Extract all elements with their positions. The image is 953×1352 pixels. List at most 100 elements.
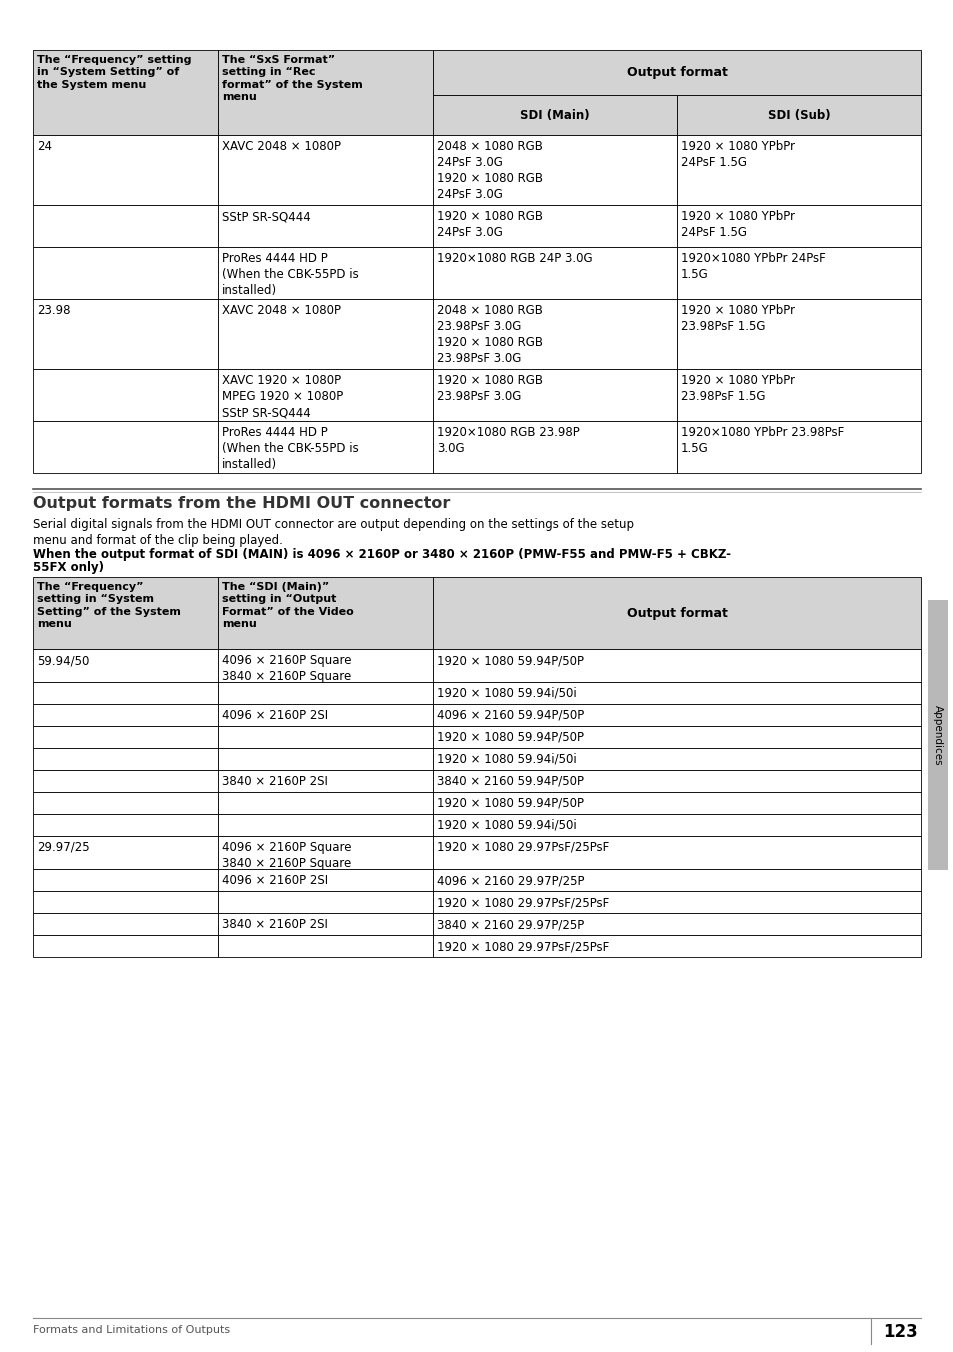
Text: The “Frequency”
setting in “System
Setting” of the System
menu: The “Frequency” setting in “System Setti… <box>37 581 181 629</box>
Bar <box>218 420 433 473</box>
Text: Output format: Output format <box>626 607 727 619</box>
Text: 3840 × 2160 59.94P/50P: 3840 × 2160 59.94P/50P <box>436 775 583 788</box>
Text: XAVC 2048 × 1080P: XAVC 2048 × 1080P <box>222 304 340 316</box>
Bar <box>33 206 218 247</box>
Bar <box>33 936 218 957</box>
Text: Appendices: Appendices <box>932 704 942 765</box>
Bar <box>218 936 433 957</box>
Bar <box>433 869 920 891</box>
Text: The “SDI (Main)”
setting in “Output
Format” of the Video
menu: The “SDI (Main)” setting in “Output Form… <box>222 581 354 629</box>
Text: 1920 × 1080 59.94P/50P: 1920 × 1080 59.94P/50P <box>436 796 583 810</box>
Text: 1920 × 1080 29.97PsF/25PsF: 1920 × 1080 29.97PsF/25PsF <box>436 896 609 909</box>
Text: 2048 × 1080 RGB
24PsF 3.0G
1920 × 1080 RGB
24PsF 3.0G: 2048 × 1080 RGB 24PsF 3.0G 1920 × 1080 R… <box>436 141 542 201</box>
Text: 1920 × 1080 YPbPr
24PsF 1.5G: 1920 × 1080 YPbPr 24PsF 1.5G <box>680 141 794 169</box>
Bar <box>677 206 920 247</box>
Text: 4096 × 2160P Square
3840 × 2160P Square: 4096 × 2160P Square 3840 × 2160P Square <box>222 841 351 869</box>
Bar <box>33 704 218 726</box>
Text: ProRes 4444 HD P
(When the CBK-55PD is
installed): ProRes 4444 HD P (When the CBK-55PD is i… <box>222 426 358 470</box>
Text: 1920 × 1080 59.94i/50i: 1920 × 1080 59.94i/50i <box>436 753 577 767</box>
Bar <box>33 836 218 869</box>
Bar <box>433 649 920 681</box>
Text: 1920×1080 RGB 23.98P
3.0G: 1920×1080 RGB 23.98P 3.0G <box>436 426 579 456</box>
Bar <box>218 135 433 206</box>
Text: 3840 × 2160P 2SI: 3840 × 2160P 2SI <box>222 775 328 788</box>
Text: Output format: Output format <box>626 66 727 78</box>
Text: 1920 × 1080 59.94i/50i: 1920 × 1080 59.94i/50i <box>436 687 577 700</box>
Bar <box>33 726 218 748</box>
Text: The “Frequency” setting
in “System Setting” of
the System menu: The “Frequency” setting in “System Setti… <box>37 55 192 89</box>
Text: SStP SR-SQ444: SStP SR-SQ444 <box>222 210 311 223</box>
Bar <box>33 135 218 206</box>
Bar <box>33 792 218 814</box>
Bar <box>433 135 677 206</box>
Bar <box>433 50 920 95</box>
Text: 23.98: 23.98 <box>37 304 71 316</box>
Bar <box>218 704 433 726</box>
Bar <box>433 369 677 420</box>
Bar <box>927 600 947 869</box>
Text: The “SxS Format”
setting in “Rec
format” of the System
menu: The “SxS Format” setting in “Rec format”… <box>222 55 362 103</box>
Bar <box>218 206 433 247</box>
Text: 4096 × 2160 59.94P/50P: 4096 × 2160 59.94P/50P <box>436 708 583 722</box>
Text: 4096 × 2160 29.97P/25P: 4096 × 2160 29.97P/25P <box>436 873 584 887</box>
Bar <box>677 135 920 206</box>
Text: 55FX only): 55FX only) <box>33 561 104 575</box>
Bar <box>218 649 433 681</box>
Bar <box>433 577 920 649</box>
Bar <box>433 814 920 836</box>
Bar <box>218 913 433 936</box>
Bar <box>33 50 218 135</box>
Bar <box>433 936 920 957</box>
Text: 3840 × 2160 29.97P/25P: 3840 × 2160 29.97P/25P <box>436 918 583 932</box>
Bar <box>433 913 920 936</box>
Bar <box>33 681 218 704</box>
Text: Serial digital signals from the HDMI OUT connector are output depending on the s: Serial digital signals from the HDMI OUT… <box>33 518 634 548</box>
Text: 3840 × 2160P 2SI: 3840 × 2160P 2SI <box>222 918 328 932</box>
Text: When the output format of SDI (MAIN) is 4096 × 2160P or 3480 × 2160P (PMW-F55 an: When the output format of SDI (MAIN) is … <box>33 548 730 561</box>
Text: 29.97/25: 29.97/25 <box>37 841 90 854</box>
Bar <box>677 369 920 420</box>
Text: 24: 24 <box>37 141 52 153</box>
Text: 2048 × 1080 RGB
23.98PsF 3.0G
1920 × 1080 RGB
23.98PsF 3.0G: 2048 × 1080 RGB 23.98PsF 3.0G 1920 × 108… <box>436 304 542 365</box>
Bar <box>218 869 433 891</box>
Bar <box>433 748 920 771</box>
Text: XAVC 2048 × 1080P: XAVC 2048 × 1080P <box>222 141 340 153</box>
Bar <box>33 913 218 936</box>
Bar <box>33 369 218 420</box>
Bar <box>433 771 920 792</box>
Bar <box>433 704 920 726</box>
Bar <box>677 247 920 299</box>
Text: XAVC 1920 × 1080P
MPEG 1920 × 1080P
SStP SR-SQ444: XAVC 1920 × 1080P MPEG 1920 × 1080P SStP… <box>222 375 343 419</box>
Bar <box>433 206 677 247</box>
Text: Formats and Limitations of Outputs: Formats and Limitations of Outputs <box>33 1325 230 1334</box>
Bar <box>433 836 920 869</box>
Bar <box>433 95 677 135</box>
Bar <box>33 420 218 473</box>
Bar <box>433 891 920 913</box>
Bar <box>33 891 218 913</box>
Bar <box>33 649 218 681</box>
Text: 59.94/50: 59.94/50 <box>37 654 90 667</box>
Bar <box>433 299 677 369</box>
Bar <box>218 50 433 135</box>
Bar <box>218 748 433 771</box>
Bar <box>33 771 218 792</box>
Text: 1920 × 1080 59.94P/50P: 1920 × 1080 59.94P/50P <box>436 654 583 667</box>
Text: SDI (Sub): SDI (Sub) <box>767 108 829 122</box>
Bar <box>33 299 218 369</box>
Bar <box>218 726 433 748</box>
Text: 1920 × 1080 29.97PsF/25PsF: 1920 × 1080 29.97PsF/25PsF <box>436 940 609 953</box>
Text: 1920 × 1080 59.94i/50i: 1920 × 1080 59.94i/50i <box>436 819 577 831</box>
Bar <box>218 836 433 869</box>
Text: 123: 123 <box>882 1324 917 1341</box>
Text: 4096 × 2160P 2SI: 4096 × 2160P 2SI <box>222 708 328 722</box>
Bar <box>218 814 433 836</box>
Text: 1920 × 1080 59.94P/50P: 1920 × 1080 59.94P/50P <box>436 731 583 744</box>
Text: 1920 × 1080 YPbPr
23.98PsF 1.5G: 1920 × 1080 YPbPr 23.98PsF 1.5G <box>680 375 794 403</box>
Bar <box>677 95 920 135</box>
Text: 4096 × 2160P 2SI: 4096 × 2160P 2SI <box>222 873 328 887</box>
Bar <box>33 869 218 891</box>
Bar <box>218 247 433 299</box>
Text: 1920×1080 YPbPr 24PsF
1.5G: 1920×1080 YPbPr 24PsF 1.5G <box>680 251 825 281</box>
Text: 4096 × 2160P Square
3840 × 2160P Square: 4096 × 2160P Square 3840 × 2160P Square <box>222 654 351 683</box>
